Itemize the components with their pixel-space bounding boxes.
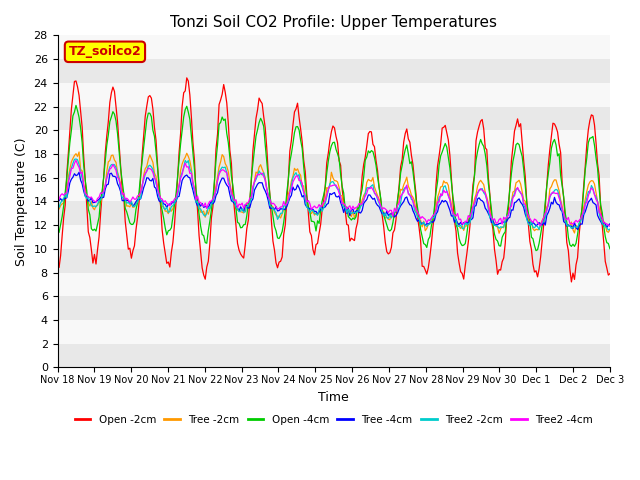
- Open -4cm: [579, 205, 586, 211]
- Tree2 -4cm: [72, 157, 80, 163]
- Open -4cm: [297, 137, 305, 143]
- Bar: [58, 130, 610, 154]
- Tree -4cm: [573, 227, 581, 232]
- Tree -4cm: [54, 198, 61, 204]
- Tree2 -2cm: [220, 165, 228, 170]
- Legend: Open -2cm, Tree -2cm, Open -4cm, Tree -4cm, Tree2 -2cm, Tree2 -4cm: Open -2cm, Tree -2cm, Open -4cm, Tree -4…: [70, 410, 597, 429]
- Title: Tonzi Soil CO2 Profile: Upper Temperatures: Tonzi Soil CO2 Profile: Upper Temperatur…: [170, 15, 497, 30]
- Open -2cm: [579, 204, 586, 210]
- Bar: [58, 296, 610, 320]
- Tree2 -2cm: [606, 226, 614, 232]
- Open -2cm: [248, 178, 255, 183]
- Open -4cm: [54, 230, 61, 236]
- Tree -4cm: [76, 169, 83, 175]
- Tree2 -4cm: [297, 178, 305, 183]
- Open -2cm: [54, 264, 61, 269]
- Tree2 -2cm: [248, 196, 255, 202]
- Tree -2cm: [54, 206, 61, 212]
- Tree -2cm: [123, 203, 131, 209]
- Tree -4cm: [220, 175, 228, 181]
- Tree2 -2cm: [72, 156, 80, 162]
- Bar: [58, 344, 610, 368]
- Open -4cm: [606, 246, 614, 252]
- Open -2cm: [238, 253, 246, 259]
- Open -4cm: [123, 209, 131, 215]
- Tree -2cm: [579, 216, 586, 222]
- Line: Open -4cm: Open -4cm: [58, 106, 610, 251]
- Tree2 -2cm: [577, 218, 584, 224]
- Tree -4cm: [579, 221, 586, 227]
- Tree -4cm: [606, 221, 614, 227]
- Line: Tree2 -2cm: Tree2 -2cm: [58, 159, 610, 230]
- Open -2cm: [122, 218, 129, 224]
- Tree -4cm: [238, 207, 246, 213]
- Tree -4cm: [297, 189, 305, 195]
- Bar: [58, 59, 610, 83]
- Y-axis label: Soil Temperature (C): Soil Temperature (C): [15, 137, 28, 265]
- Tree2 -4cm: [54, 195, 61, 201]
- Bar: [58, 225, 610, 249]
- Bar: [58, 202, 610, 225]
- Bar: [58, 249, 610, 273]
- Tree2 -2cm: [238, 206, 246, 212]
- Open -4cm: [220, 118, 228, 123]
- Open -4cm: [532, 248, 540, 253]
- Tree2 -2cm: [54, 203, 61, 209]
- Bar: [58, 36, 610, 59]
- Bar: [58, 320, 610, 344]
- Tree2 -4cm: [606, 223, 614, 229]
- Text: TZ_soilco2: TZ_soilco2: [68, 45, 141, 58]
- Bar: [58, 83, 610, 107]
- Tree -4cm: [123, 198, 131, 204]
- Open -2cm: [183, 75, 191, 81]
- Tree2 -4cm: [248, 194, 255, 200]
- Line: Tree -4cm: Tree -4cm: [58, 172, 610, 229]
- Line: Tree -2cm: Tree -2cm: [58, 152, 610, 233]
- Tree2 -4cm: [123, 195, 131, 201]
- Open -2cm: [220, 82, 228, 87]
- Open -2cm: [297, 126, 305, 132]
- Open -4cm: [72, 103, 80, 108]
- Tree -2cm: [76, 149, 83, 155]
- Tree2 -2cm: [123, 200, 131, 206]
- Bar: [58, 154, 610, 178]
- Tree -2cm: [220, 154, 228, 159]
- Tree2 -4cm: [220, 167, 228, 173]
- Bar: [58, 273, 610, 296]
- Tree2 -4cm: [238, 200, 246, 206]
- Tree -2cm: [238, 209, 246, 215]
- Line: Tree2 -4cm: Tree2 -4cm: [58, 160, 610, 226]
- Tree -2cm: [495, 230, 503, 236]
- Open -2cm: [568, 279, 575, 285]
- X-axis label: Time: Time: [318, 391, 349, 404]
- Bar: [58, 178, 610, 202]
- Tree -2cm: [606, 227, 614, 233]
- Tree -2cm: [248, 191, 255, 197]
- Tree2 -2cm: [297, 180, 305, 186]
- Tree -2cm: [297, 172, 305, 178]
- Tree2 -2cm: [605, 227, 612, 233]
- Line: Open -2cm: Open -2cm: [58, 78, 610, 282]
- Tree2 -4cm: [577, 216, 584, 221]
- Open -4cm: [238, 225, 246, 230]
- Open -4cm: [248, 175, 255, 180]
- Bar: [58, 107, 610, 130]
- Open -2cm: [606, 271, 614, 276]
- Tree -4cm: [248, 198, 255, 204]
